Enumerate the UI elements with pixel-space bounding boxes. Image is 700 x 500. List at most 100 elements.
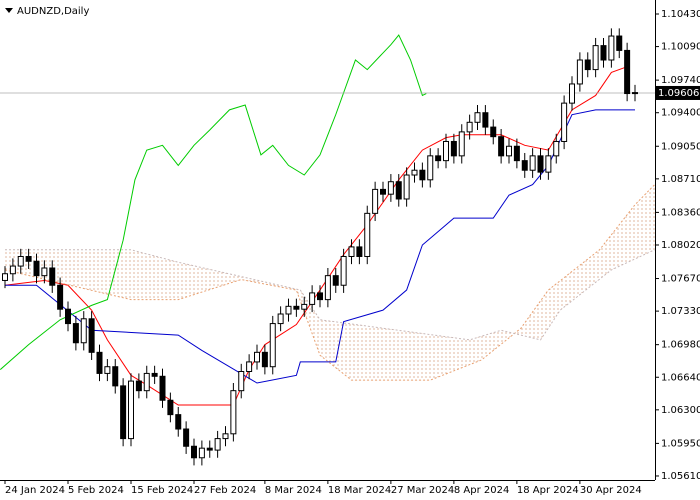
candle-body xyxy=(387,181,394,195)
y-tick-label: 1.09400 xyxy=(661,108,700,119)
candle-body xyxy=(616,35,623,51)
candle-body xyxy=(143,372,150,392)
candle-body xyxy=(372,188,379,214)
plot-area xyxy=(0,28,656,466)
candle-body xyxy=(608,35,615,61)
candle-body xyxy=(632,92,638,95)
candle-body xyxy=(411,169,418,176)
candle-body xyxy=(2,273,8,281)
y-tick-label: 1.09740 xyxy=(661,75,700,86)
x-tick-label: 27 Feb 2024 xyxy=(194,485,256,496)
candle-body xyxy=(576,59,583,85)
x-tick-label: 8 Apr 2024 xyxy=(454,485,509,496)
candle-body xyxy=(348,246,355,257)
y-tick-label: 1.08360 xyxy=(661,207,700,218)
candle-body xyxy=(301,303,308,310)
candle-body xyxy=(395,181,402,200)
y-tick-label: 1.07670 xyxy=(661,274,700,285)
candle-body xyxy=(553,140,560,157)
candle-body xyxy=(624,49,631,95)
indicator-line xyxy=(5,249,655,341)
candle-body xyxy=(277,313,284,325)
candle-body xyxy=(112,366,119,387)
candle-body xyxy=(80,318,87,344)
candle-body xyxy=(340,255,347,286)
candle-body xyxy=(230,390,237,435)
x-tick-label: 15 Feb 2024 xyxy=(131,485,193,496)
candle-body xyxy=(529,155,536,171)
indicator-line xyxy=(0,34,427,370)
candle-body xyxy=(419,169,426,181)
candle-body xyxy=(261,351,268,368)
x-tick-label: 5 Feb 2024 xyxy=(68,485,124,496)
y-tick-label: 1.05950 xyxy=(661,438,700,449)
candle-body xyxy=(364,212,371,257)
candle-body xyxy=(324,275,331,301)
y-tick-label: 1.08020 xyxy=(661,240,700,251)
candle-body xyxy=(120,385,127,440)
candle-body xyxy=(238,371,245,392)
y-tick-label: 1.06300 xyxy=(661,405,700,416)
candle-body xyxy=(332,275,339,286)
chart-title: AUDNZD,Daily xyxy=(17,6,89,17)
candle-body xyxy=(293,305,300,310)
candle-body xyxy=(356,246,363,257)
candle-body xyxy=(128,380,134,440)
indicator-line xyxy=(4,66,628,406)
candle-body xyxy=(435,155,442,162)
x-tick-label: 24 Jan 2024 xyxy=(5,485,65,496)
menu-arrow xyxy=(5,8,13,13)
candle-body xyxy=(545,155,552,173)
candle-body xyxy=(403,174,410,200)
candle-body xyxy=(569,83,575,104)
last-price-box xyxy=(655,85,700,100)
candle-body xyxy=(285,305,292,315)
candle-body xyxy=(159,375,166,401)
candle-body xyxy=(57,284,64,310)
candle-body xyxy=(49,267,56,286)
candle-body xyxy=(72,323,79,344)
candle-body xyxy=(17,255,24,267)
candle-body xyxy=(458,131,465,157)
candle-body xyxy=(214,438,221,451)
candle-body xyxy=(88,318,95,353)
candle-body xyxy=(198,447,205,459)
candle-body xyxy=(482,112,489,128)
candle-body xyxy=(183,428,190,447)
candle-body xyxy=(498,136,505,157)
candle-body xyxy=(506,145,512,157)
candle-body xyxy=(167,399,174,416)
candle-body xyxy=(474,112,481,123)
y-tick-label: 1.10430 xyxy=(661,9,700,20)
y-tick-label: 1.05610 xyxy=(661,471,700,482)
x-tick-label: 27 Mar 2024 xyxy=(391,485,454,496)
x-tick-label: 30 Apr 2024 xyxy=(580,485,642,496)
y-tick-label: 1.09050 xyxy=(661,141,700,152)
candle-body xyxy=(96,351,103,374)
candle-body xyxy=(9,265,16,275)
candle-body xyxy=(317,292,323,301)
x-tick-label: 18 Apr 2024 xyxy=(517,485,579,496)
candle-body xyxy=(521,160,528,171)
candle-body xyxy=(151,372,158,377)
candle-body xyxy=(537,155,544,173)
candle-body xyxy=(104,366,111,374)
candle-body xyxy=(561,102,568,142)
y-tick-label: 1.07330 xyxy=(661,306,700,317)
candle-body xyxy=(206,447,213,451)
candle-body xyxy=(443,140,449,162)
candle-body xyxy=(427,155,434,181)
y-tick-label: 1.06640 xyxy=(661,372,700,383)
candle-body xyxy=(592,45,599,71)
y-tick-label: 1.06980 xyxy=(661,340,700,351)
candle-body xyxy=(25,255,32,262)
y-tick-label: 1.10090 xyxy=(661,42,700,53)
candle-body xyxy=(65,308,71,325)
x-tick-label: 8 Mar 2024 xyxy=(265,485,322,496)
candle-body xyxy=(309,292,316,305)
candle-body xyxy=(222,433,229,440)
candle-body xyxy=(246,361,253,373)
candle-body xyxy=(584,59,591,71)
candle-body xyxy=(191,445,197,459)
